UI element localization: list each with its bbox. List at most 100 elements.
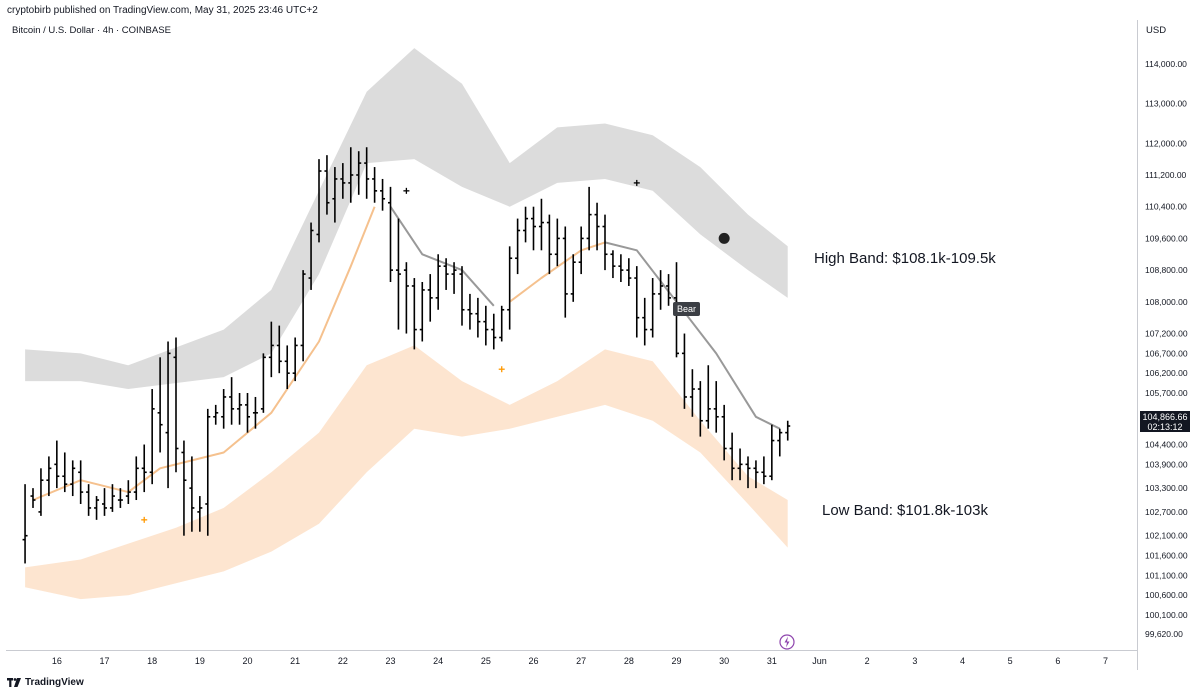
ohlc-bar: [22, 484, 28, 564]
ohlc-bar: [777, 428, 783, 457]
ohlc-bar: [94, 496, 100, 520]
x-tick-label: 29: [671, 656, 681, 666]
x-tick-label: 6: [1055, 656, 1060, 666]
ohlc-bar: [380, 178, 386, 211]
time-axis-divider: [6, 650, 1138, 651]
y-tick-label: 110,400.00: [1145, 202, 1187, 212]
ohlc-bar: [316, 159, 322, 243]
currency-label[interactable]: USD: [1146, 25, 1167, 36]
y-tick-label: 104,400.00: [1145, 440, 1188, 450]
x-tick-label: 24: [433, 656, 443, 666]
y-tick-label: 102,700.00: [1145, 507, 1188, 517]
y-tick-label: 105,700.00: [1145, 388, 1188, 398]
ohlc-bar: [443, 258, 449, 290]
ohlc-bar: [149, 389, 155, 485]
ohlc-bar: [570, 254, 576, 302]
x-tick-label: 21: [290, 656, 300, 666]
sell-plus-marker: [403, 187, 410, 194]
ohlc-bar: [459, 266, 465, 326]
footer-brand-text: TradingView: [25, 677, 84, 688]
marker-layer: [141, 179, 730, 523]
ohlc-bar: [507, 246, 513, 330]
ohlc-bar: [197, 496, 203, 532]
x-tick-label: 18: [147, 656, 157, 666]
ohlc-bar: [634, 266, 640, 338]
ohlc-bar: [292, 337, 298, 382]
footer-brand[interactable]: TradingView: [7, 677, 84, 688]
x-tick-label: 31: [767, 656, 777, 666]
ohlc-bar: [78, 460, 84, 504]
x-tick-label: 17: [99, 656, 109, 666]
ohlc-bar: [102, 488, 107, 516]
ohlc-bar: [38, 468, 44, 516]
x-tick-label: 2: [865, 656, 870, 666]
ohlc-bar: [395, 218, 401, 330]
ohlc-bar: [499, 305, 505, 342]
ohlc-bar: [157, 357, 163, 453]
ohlc-bar: [411, 278, 417, 350]
ohlc-bar: [133, 456, 139, 501]
ohlc-bar: [451, 262, 457, 294]
lightning-icon[interactable]: [778, 633, 796, 651]
midline-bull-2: [509, 241, 606, 303]
ohlc-bar: [531, 206, 536, 251]
y-tick-label: 109,600.00: [1145, 233, 1188, 243]
price-axis-divider: [1137, 20, 1138, 670]
ohlc-bar: [689, 369, 695, 417]
symbol-legend[interactable]: Bitcoin / U.S. Dollar · 4h · COINBASE: [12, 25, 171, 36]
y-tick-label: 112,000.00: [1145, 138, 1187, 148]
ohlc-bar: [284, 345, 290, 390]
ohlc-bar: [205, 408, 211, 536]
ohlc-bar: [173, 337, 179, 473]
x-tick-label: 5: [1008, 656, 1013, 666]
high-band-annotation: High Band: $108.1k-109.5k: [814, 250, 996, 267]
ohlc-bar: [86, 484, 92, 516]
ohlc-bar: [666, 274, 672, 306]
y-tick-label: 101,100.00: [1145, 570, 1188, 580]
x-tick-label: 27: [576, 656, 586, 666]
y-tick-label: 113,000.00: [1145, 99, 1187, 109]
y-tick-label: 114,000.00: [1145, 59, 1187, 69]
ohlc-bar: [348, 147, 354, 203]
ohlc-bar: [475, 297, 481, 338]
x-tick-label: 22: [338, 656, 348, 666]
midline-bear-2: [604, 241, 781, 430]
ohlc-bar: [213, 404, 219, 425]
x-tick-label: 30: [719, 656, 729, 666]
x-tick-label: Jun: [812, 656, 827, 666]
y-tick-label: 108,800.00: [1145, 265, 1188, 275]
low-band-annotation: Low Band: $101.8k-103k: [822, 502, 988, 519]
x-tick-label: 3: [912, 656, 917, 666]
ohlc-bar: [737, 448, 743, 481]
ohlc-bar: [491, 313, 497, 350]
buy-plus-marker: [498, 366, 505, 373]
ohlc-bar: [753, 460, 759, 489]
ohlc-bar: [308, 222, 314, 290]
ohlc-bar: [427, 274, 433, 322]
ohlc-bar: [523, 206, 529, 243]
ohlc-bar: [554, 218, 560, 267]
x-tick-label: 26: [528, 656, 538, 666]
band-layer: [25, 48, 788, 600]
ohlc-bar: [403, 262, 409, 334]
y-tick-label: 108,000.00: [1145, 297, 1188, 307]
ohlc-bar: [260, 353, 266, 413]
ohlc-bar: [435, 254, 441, 310]
ohlc-bar: [538, 198, 544, 251]
x-tick-label: 7: [1103, 656, 1108, 666]
ohlc-bar: [578, 226, 584, 275]
ohlc-bar: [610, 250, 616, 279]
ohlc-bar: [562, 226, 568, 318]
ohlc-bar: [729, 432, 735, 481]
upper-band: [25, 48, 788, 389]
ohlc-bar: [594, 202, 600, 251]
x-tick-label: 16: [52, 656, 62, 666]
y-tick-label: 100,100.00: [1145, 610, 1188, 620]
last-price-tag: 104,866.66 02:13:12: [1140, 411, 1190, 432]
ohlc-bar: [117, 488, 123, 508]
ohlc-bar: [46, 456, 52, 497]
lower-band: [25, 345, 788, 600]
last-price-value: 104,866.66: [1142, 412, 1188, 422]
y-axis: 114,000.00 113,000.00 112,000.00 111,200.00…: [1145, 59, 1188, 639]
